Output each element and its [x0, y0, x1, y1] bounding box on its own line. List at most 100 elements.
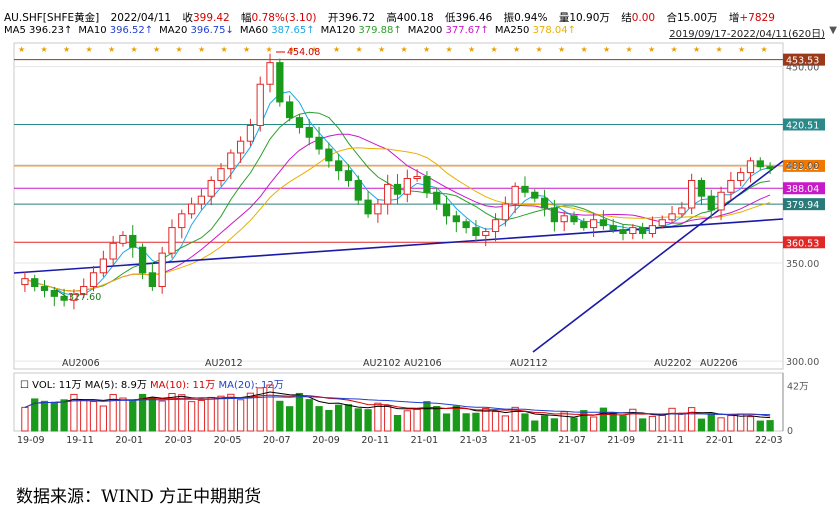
- volume-bar: [305, 399, 313, 432]
- ma-legend-ma5-value: 396.23↑: [29, 25, 73, 36]
- ma-legend-ma20: MA20: [159, 25, 191, 36]
- close-label: 收: [182, 12, 193, 24]
- ma-legend-ma120-value: 379.88↑: [358, 25, 402, 36]
- ma-legend: MA5 396.23↑ MA10 396.52↑ MA20 396.75↓ MA60 …: [4, 25, 582, 36]
- volume-bar: [21, 406, 29, 432]
- event-star-icon: ★: [446, 45, 453, 54]
- candle-body: [531, 191, 539, 199]
- candle-body: [658, 219, 666, 227]
- high-value: 400.18: [396, 12, 434, 24]
- min-price-pointer: [55, 289, 68, 298]
- volume-bar: [70, 393, 78, 432]
- event-star-icon: ★: [41, 45, 48, 54]
- candle-body: [619, 229, 627, 234]
- candle-body: [511, 185, 519, 205]
- candle-body: [315, 136, 323, 150]
- candle-body: [236, 140, 245, 154]
- volume-bar: [648, 415, 657, 432]
- event-star-icon: ★: [468, 45, 475, 54]
- range-dropdown-icon[interactable]: ▼: [829, 25, 837, 36]
- volume-bar: [688, 407, 696, 432]
- contract-label: AU2206: [700, 358, 738, 369]
- volume-bar: [129, 399, 137, 432]
- volume-bar: [452, 405, 460, 432]
- volume-bar: [629, 408, 637, 432]
- date-range[interactable]: 2019/09/17-2022/04/11(620日): [669, 29, 825, 40]
- contract-label: AU2202: [654, 358, 692, 369]
- volume-bar: [756, 420, 764, 432]
- volume-bar: [266, 384, 274, 432]
- volume-bar: [227, 393, 235, 432]
- candle-body: [217, 168, 225, 181]
- candle-body: [335, 160, 343, 172]
- event-star-icon: ★: [221, 45, 228, 54]
- volume-bar: [599, 407, 608, 432]
- volume-legend: ☐ VOL: 11万 MA(5): 8.9万 MA(10): 11万 MA(20…: [20, 376, 284, 391]
- min-price-label: 327.60: [68, 292, 101, 303]
- candle-body: [560, 215, 568, 223]
- candle-body: [501, 203, 509, 221]
- event-star-icon: ★: [423, 45, 430, 54]
- volume-bar: [276, 400, 284, 432]
- volume-bar: [540, 415, 549, 432]
- volume-bar: [393, 414, 402, 432]
- symbol: AU.SHF[SHFE黄金]: [4, 12, 100, 24]
- quote-date: 2022/04/11: [110, 12, 172, 24]
- ma-line-ma250: [24, 147, 771, 292]
- x-tick-label: 19-11: [66, 435, 94, 446]
- candle-body: [550, 207, 559, 223]
- candle-body: [286, 101, 294, 119]
- volume-bar: [99, 405, 107, 432]
- event-star-icon: ★: [356, 45, 363, 54]
- ma-legend-ma200: MA200: [407, 25, 446, 36]
- event-star-icon: ★: [626, 45, 633, 54]
- level-label: 399.42: [786, 162, 819, 173]
- volume-bar: [511, 406, 519, 432]
- x-tick-label: 20-07: [263, 435, 291, 446]
- candle-body: [148, 272, 157, 288]
- volume-bar: [521, 413, 529, 432]
- event-star-icon: ★: [131, 45, 138, 54]
- volume-bar: [531, 420, 539, 432]
- candle-body: [364, 199, 372, 215]
- event-star-icon: ★: [738, 45, 745, 54]
- price-tick-label: 400.00: [786, 161, 819, 172]
- candle-body: [40, 286, 49, 291]
- event-star-icon: ★: [536, 45, 543, 54]
- volume-bar: [413, 408, 421, 432]
- source-note: 数据来源：WIND 方正中期期货: [16, 487, 262, 507]
- volume-bar: [609, 412, 617, 432]
- ma-legend-ma200-value: 377.67↑: [445, 25, 489, 36]
- ma-legend-ma10-value: 396.52↑: [109, 25, 154, 36]
- contract-label: AU2102: [363, 358, 401, 369]
- level-label: 420.51: [786, 120, 819, 131]
- candle-body: [295, 117, 304, 128]
- volume-bar: [187, 401, 196, 432]
- candle-body: [246, 124, 255, 142]
- event-star-icon: ★: [243, 45, 250, 54]
- volume-bar: [344, 404, 353, 432]
- candle-body: [423, 176, 431, 193]
- candle-body: [707, 195, 715, 211]
- volume-legend-toggle[interactable]: ☐: [20, 380, 29, 391]
- volume-bar: [158, 400, 166, 432]
- volume-bar: [109, 394, 117, 432]
- candle-body: [413, 176, 421, 180]
- event-star-icon: ★: [63, 45, 70, 54]
- ma-legend-ma120: MA120: [320, 25, 359, 36]
- volume-bar: [491, 411, 500, 432]
- volume-bar: [501, 415, 509, 432]
- volume-bar: [31, 398, 39, 432]
- volume-ma-line: [24, 396, 771, 416]
- vol-ma20: MA(20): 12万: [218, 380, 284, 391]
- volume-bar: [619, 415, 627, 432]
- event-star-icon: ★: [558, 45, 565, 54]
- ma-legend-ma60: MA60: [239, 25, 272, 36]
- candle-body: [452, 215, 460, 223]
- volume-bar: [354, 408, 362, 432]
- candle-body: [472, 227, 480, 236]
- volume-bar: [697, 418, 706, 432]
- volume-bar: [138, 393, 147, 432]
- event-star-icon: ★: [648, 45, 655, 54]
- volume-ma-line: [24, 394, 771, 417]
